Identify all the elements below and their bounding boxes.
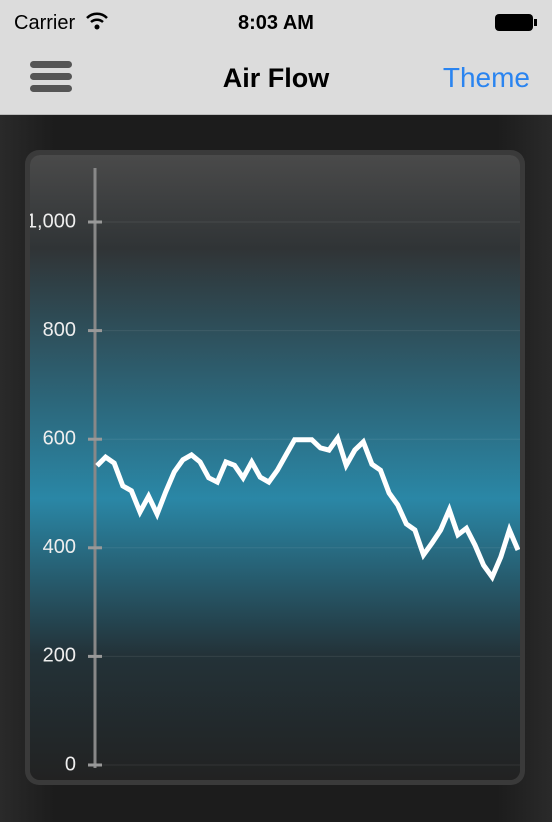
nav-bar: Air Flow Theme xyxy=(0,44,552,115)
data-line xyxy=(95,432,520,583)
carrier: Carrier xyxy=(14,12,76,34)
chart-card: 0 200 400 600 800 1,000 xyxy=(25,150,525,785)
y-tick-label: 1,000 xyxy=(30,210,76,232)
y-tick-label: 0 xyxy=(65,753,76,775)
y-tick-label: 600 xyxy=(43,427,76,449)
battery-icon xyxy=(495,14,537,31)
chart: 0 200 400 600 800 1,000 xyxy=(30,155,520,780)
chart-frame: 0 200 400 600 800 1,000 xyxy=(30,155,520,780)
wifi-icon xyxy=(86,12,108,30)
time: 8:03 AM xyxy=(238,12,314,34)
theme-button[interactable]: Theme xyxy=(442,62,530,93)
plot-background xyxy=(30,155,520,780)
y-tick-label: 400 xyxy=(43,536,76,558)
menu-button[interactable] xyxy=(30,60,74,94)
y-tick-label: 800 xyxy=(43,319,76,341)
nav-title: Air Flow xyxy=(222,63,330,93)
y-tick-label: 200 xyxy=(43,645,76,667)
status-bar: Carrier 8:03 AM xyxy=(0,0,552,44)
